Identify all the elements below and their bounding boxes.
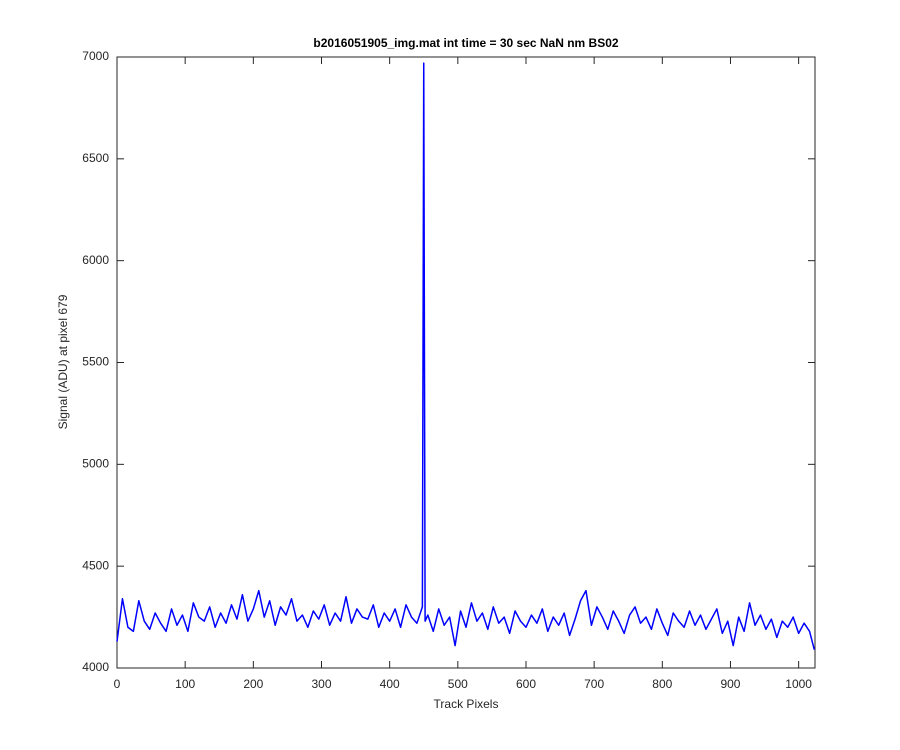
y-tick-label: 6000: [82, 253, 109, 267]
y-axis-label: Signal (ADU) at pixel 679: [56, 294, 70, 429]
x-tick-label: 200: [243, 677, 263, 691]
x-tick-label: 100: [175, 677, 195, 691]
y-tick-label: 6500: [82, 151, 109, 165]
x-tick-label: 400: [380, 677, 400, 691]
data-line: [116, 62, 816, 650]
x-tick-label: 700: [584, 677, 604, 691]
x-axis-label: Track Pixels: [434, 697, 499, 711]
y-tick-label: 4000: [82, 660, 109, 674]
plot-frame: [116, 56, 816, 669]
chart-title: b2016051905_img.mat int time = 30 sec Na…: [313, 36, 618, 50]
y-tick-label: 4500: [82, 558, 109, 572]
x-tick-label: 800: [652, 677, 672, 691]
y-tick-label: 5000: [82, 457, 109, 471]
y-tick-label: 5500: [82, 355, 109, 369]
x-tick-label: 600: [516, 677, 536, 691]
x-tick-label: 1000: [785, 677, 812, 691]
x-tick-label: 0: [114, 677, 121, 691]
y-tick-label: 7000: [82, 49, 109, 63]
x-tick-label: 300: [311, 677, 331, 691]
x-tick-label: 900: [720, 677, 740, 691]
x-tick-label: 500: [448, 677, 468, 691]
